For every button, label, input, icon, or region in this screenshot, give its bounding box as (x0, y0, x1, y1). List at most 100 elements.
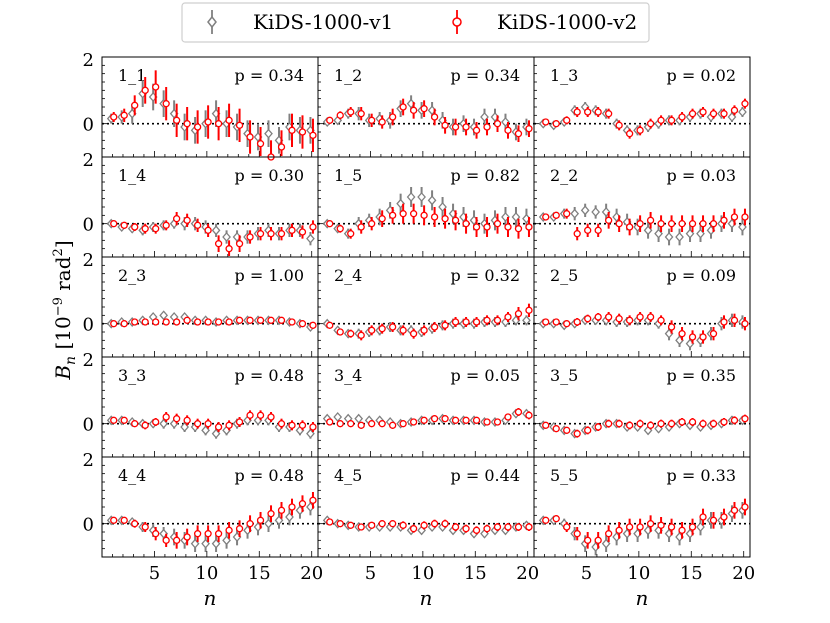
point-v2 (699, 420, 707, 428)
panel-label: 5_5 (550, 466, 578, 485)
point-v2 (504, 413, 512, 421)
point-v2 (368, 220, 376, 228)
point-v2 (678, 220, 686, 228)
point-v1 (222, 535, 231, 546)
point-v2 (657, 116, 665, 124)
point-v1 (396, 198, 405, 209)
panel-p-value: p = 0.09 (667, 266, 736, 285)
point-v2 (636, 313, 644, 321)
point-v2 (430, 323, 439, 331)
point-v2 (493, 120, 502, 128)
point-v2 (162, 413, 170, 421)
y-tick-label: 2 (83, 450, 94, 471)
point-v1 (570, 208, 580, 219)
point-v2 (309, 321, 317, 329)
point-v2 (256, 316, 265, 324)
point-v2 (594, 536, 602, 544)
point-v2 (162, 536, 170, 544)
y-tick-label: 0 (83, 115, 94, 136)
point-v2 (277, 420, 286, 428)
panel-label: 2_3 (118, 266, 146, 285)
point-v2 (441, 321, 449, 329)
point-v2 (542, 421, 550, 429)
point-v2 (625, 421, 634, 429)
point-v2 (584, 426, 592, 434)
point-v2 (625, 223, 634, 231)
point-v2 (615, 420, 623, 428)
point-v2 (667, 420, 676, 428)
point-v2 (204, 318, 212, 326)
point-v2 (193, 221, 202, 229)
y-axis: 0 2 0 2 0 2 0 2 0 2 (83, 50, 94, 536)
point-v1 (696, 522, 705, 532)
point-v2 (563, 116, 571, 124)
point-v2 (214, 120, 223, 128)
point-v2 (472, 416, 481, 424)
panel-p-value: p = 0.34 (235, 66, 304, 85)
point-v2 (246, 411, 254, 419)
point-v1 (354, 413, 364, 424)
point-v2 (667, 116, 676, 124)
point-v2 (667, 523, 676, 531)
point-v2 (441, 121, 449, 129)
point-v2 (246, 520, 254, 528)
legend-v1-label: KiDS-1000-v1 (253, 10, 393, 34)
y-tick-label: 0 (83, 415, 94, 436)
x-axis-label: n (204, 586, 217, 610)
panel-p-value: p = 0.33 (667, 466, 736, 485)
point-v2 (378, 215, 386, 223)
point-v2 (552, 211, 560, 219)
point-v2 (552, 515, 560, 523)
point-v2 (730, 416, 739, 424)
point-v2 (504, 126, 512, 134)
point-v2 (225, 421, 233, 429)
point-v2 (131, 318, 139, 326)
point-v2 (657, 420, 665, 428)
point-v2 (141, 86, 149, 94)
point-v2 (420, 521, 428, 529)
point-v2 (525, 523, 533, 531)
point-v2 (193, 123, 202, 131)
point-v2 (246, 316, 254, 324)
y-label-unit-sq: 2 (51, 248, 66, 256)
legend-v2-marker (452, 17, 462, 27)
point-v2 (525, 125, 533, 133)
point-v2 (720, 513, 728, 521)
panel-label: 2_5 (550, 266, 578, 285)
point-v2 (646, 216, 655, 224)
point-v2 (357, 331, 365, 339)
legend-entry-v2: KiDS-1000-v2 (452, 10, 637, 34)
point-v2 (193, 530, 202, 538)
point-v2 (615, 315, 623, 323)
point-v2 (152, 83, 160, 91)
point-v2 (162, 100, 170, 108)
point-v2 (483, 123, 491, 131)
point-v2 (267, 413, 275, 421)
point-v2 (214, 318, 223, 326)
point-v2 (472, 126, 481, 134)
point-v2 (309, 423, 317, 431)
point-v2 (430, 520, 439, 528)
panel-p-value: p = 0.35 (667, 366, 736, 385)
point-v2 (225, 318, 233, 326)
point-v2 (563, 210, 571, 218)
x-tick-label: 15 (680, 563, 703, 584)
x-tick-label: 20 (732, 563, 755, 584)
point-v2 (699, 220, 707, 228)
point-v2 (552, 425, 560, 433)
panel-2_4: 2_4 p = 0.32 (317, 256, 535, 358)
point-v2 (152, 418, 160, 426)
point-v2 (326, 321, 334, 329)
point-v2 (309, 496, 317, 504)
panel-label: 3_3 (118, 366, 146, 385)
point-v2 (709, 220, 718, 228)
panel-3_3: 3_3 p = 0.48 (101, 356, 319, 458)
point-v2 (409, 106, 418, 114)
point-v2 (504, 523, 512, 531)
point-v2 (720, 216, 728, 224)
point-v2 (605, 420, 613, 428)
point-v2 (120, 516, 128, 524)
point-v2 (120, 416, 128, 424)
point-v2 (730, 506, 739, 514)
point-v2 (625, 523, 634, 531)
